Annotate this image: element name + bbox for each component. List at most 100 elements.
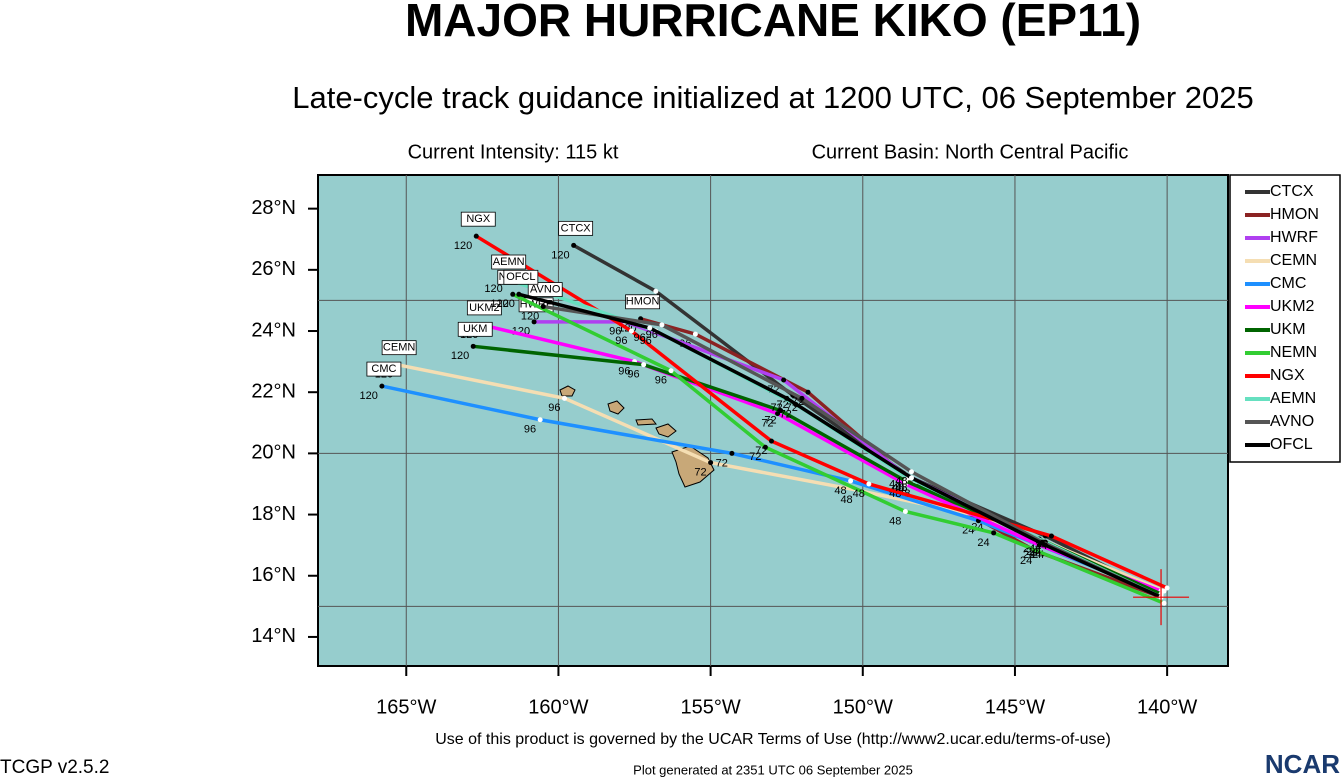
legend-label: NGX: [1270, 367, 1305, 384]
track-name: CMC: [371, 363, 396, 375]
track: [512, 292, 1165, 605]
legend-label: AEMN: [1270, 390, 1316, 407]
track-point: [692, 331, 698, 337]
name-box: [366, 361, 402, 377]
name-box: [503, 269, 539, 285]
island: [655, 423, 677, 438]
track-point: [510, 291, 516, 297]
x-tick-label: 160°W: [528, 696, 588, 718]
legend-label: AVNO: [1270, 413, 1314, 430]
name-box: [491, 254, 527, 270]
track-point: [628, 328, 634, 334]
track-name: CEMN: [383, 342, 415, 354]
track-point: [768, 438, 774, 444]
x-tick-label: 155°W: [680, 696, 740, 718]
hour-label: 72: [694, 466, 706, 478]
hour-label: 72: [749, 451, 761, 463]
name-box: [457, 321, 493, 337]
hour-label: 48: [895, 482, 907, 494]
y-tick-label: 14°N: [251, 625, 296, 647]
title: MAJOR HURRICANE KIKO (EP11): [405, 0, 1141, 46]
hour-label: 120: [484, 283, 502, 295]
track-point: [908, 475, 914, 481]
hour-label: 48: [840, 494, 852, 506]
legend-label: HMON: [1270, 206, 1319, 223]
track-point: [531, 319, 537, 325]
hour-label: 24: [1026, 546, 1038, 558]
basin: Current Basin: North Central Pacific: [812, 141, 1129, 163]
x-tick-label: 145°W: [985, 696, 1045, 718]
track-point: [781, 377, 787, 383]
hour-label: 72: [764, 414, 776, 426]
y-tick-label: 28°N: [251, 197, 296, 219]
hour-label: 72: [770, 402, 782, 414]
track-point: [1164, 585, 1170, 591]
hour-label: 96: [615, 335, 627, 347]
hour-label: 72: [761, 418, 773, 430]
legend: [1229, 174, 1341, 463]
track-point: [778, 408, 784, 414]
hour-label: 96: [633, 332, 645, 344]
hour-label: 72: [716, 457, 728, 469]
track-point: [647, 325, 653, 331]
track-name: NGX: [466, 213, 491, 225]
island: [635, 418, 657, 426]
track-point: [540, 304, 546, 310]
hour-label: 96: [627, 369, 639, 381]
track-name: HMON: [626, 296, 660, 308]
track: [572, 243, 1162, 596]
track-point: [762, 444, 768, 450]
track-name: UKM: [463, 323, 487, 335]
hour-label: 96: [524, 424, 536, 436]
track-point: [470, 343, 476, 349]
hour-label: 120: [451, 350, 469, 362]
legend-label: UKM: [1270, 321, 1306, 338]
legend-label: CEMN: [1270, 252, 1317, 269]
track-point: [848, 478, 854, 484]
version: TCGP v2.5.2: [0, 757, 109, 778]
track-point: [866, 481, 872, 487]
track-point: [516, 291, 522, 297]
name-box: [466, 300, 502, 316]
track-point: [805, 389, 811, 395]
track-point: [902, 509, 908, 515]
track-point: [473, 233, 479, 239]
track-point: [902, 478, 908, 484]
grid: [318, 175, 1228, 666]
map-area: [317, 174, 1229, 667]
hour-label: 72: [755, 445, 767, 457]
hour-label: 48: [853, 488, 865, 500]
legend-label: HWRF: [1270, 229, 1318, 246]
hour-label: 120: [521, 310, 539, 322]
hour-label: 48: [895, 476, 907, 488]
subtitle: Late-cycle track guidance initialized at…: [292, 80, 1254, 115]
legend-label: UKM2: [1270, 298, 1315, 315]
hour-label: 120: [454, 240, 472, 252]
name-box: [527, 282, 563, 297]
hour-label: 96: [548, 402, 560, 414]
x-tick-label: 140°W: [1137, 696, 1197, 718]
y-tick-label: 26°N: [251, 258, 296, 280]
track-point: [729, 450, 735, 456]
hour-label: 96: [655, 375, 667, 387]
track-point: [991, 530, 997, 536]
tracks: 24 48 72 96 120 CTCX 24 48 72 96 120 HMON 24 48 72 96 12…: [360, 211, 1170, 606]
y-tick-label: 20°N: [251, 442, 296, 464]
track-name: OFCL: [506, 271, 535, 283]
y-tick-label: 22°N: [251, 380, 296, 402]
track-point: [659, 322, 665, 328]
hour-label: 24: [1029, 549, 1041, 561]
track-point: [908, 469, 914, 475]
hour-label: 24: [1023, 549, 1035, 561]
hour-label: 120: [551, 249, 569, 261]
name-box: [625, 294, 661, 310]
track-name: AEMN: [493, 256, 525, 268]
track-point: [1161, 600, 1167, 606]
generated: Plot generated at 2351 UTC 06 September …: [633, 762, 913, 777]
hour-label: 72: [777, 399, 789, 411]
x-tick-label: 165°W: [376, 696, 436, 718]
track-point: [775, 411, 781, 417]
hour-label: 120: [490, 298, 508, 310]
hour-label: 48: [889, 515, 901, 527]
legend-entries: CTCX HMON HWRF CEMN CMC UKM2 UKM NEMN NGX AEMN AVN…: [1245, 183, 1319, 453]
